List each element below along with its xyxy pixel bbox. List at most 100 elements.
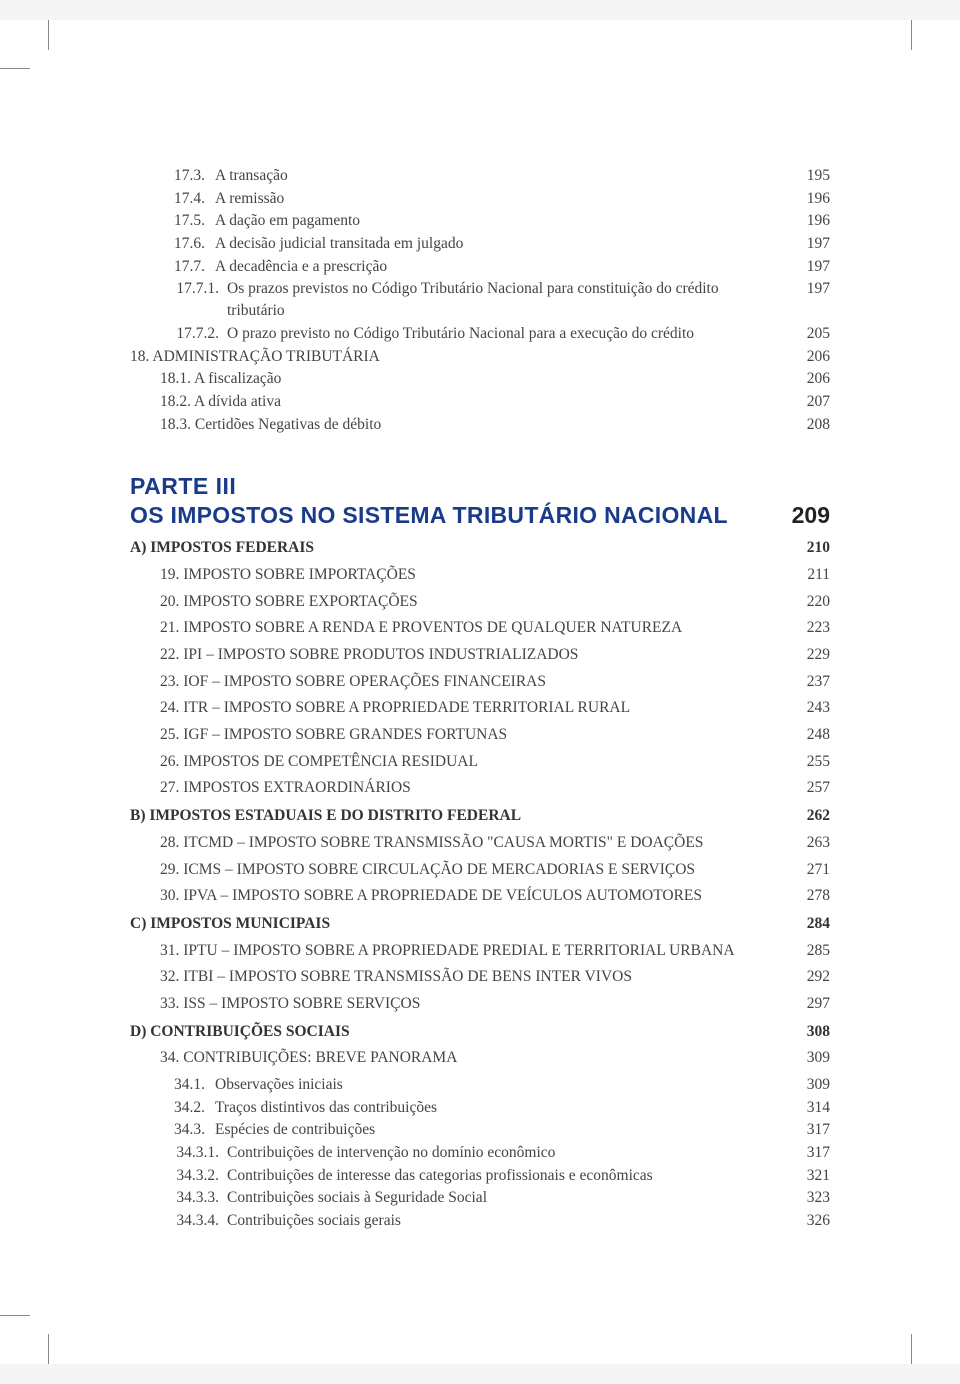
toc-entry-text: 23. IOF – IMPOSTO SOBRE OPERAÇÕES FINANC… — [130, 671, 790, 693]
toc-entry-text: 18.1. A fiscalização — [130, 368, 790, 390]
toc-entry-text: 34. CONTRIBUIÇÕES: BREVE PANORAMA — [130, 1047, 790, 1069]
toc-row: 18.1. A fiscalização206 — [130, 368, 830, 390]
toc-entry-page: 309 — [790, 1047, 830, 1069]
toc-section-heading-page: 284 — [790, 913, 830, 935]
toc-entry-number: 34.3.1. — [130, 1142, 227, 1164]
toc-row: 34.3.4.Contribuições sociais gerais326 — [130, 1210, 830, 1232]
toc-section-heading-text: D) CONTRIBUIÇÕES SOCIAIS — [130, 1021, 790, 1043]
toc-row: 17.7.A decadência e a prescrição197 — [130, 256, 830, 278]
toc-row: 21. IMPOSTO SOBRE A RENDA E PROVENTOS DE… — [130, 617, 830, 639]
toc-row: 24. ITR – IMPOSTO SOBRE A PROPRIEDADE TE… — [130, 697, 830, 719]
toc-entry-number: 34.3. — [130, 1119, 215, 1141]
toc-row: 34. CONTRIBUIÇÕES: BREVE PANORAMA309 — [130, 1047, 830, 1069]
part-heading-block: PARTE III OS IMPOSTOS NO SISTEMA TRIBUTÁ… — [130, 473, 830, 529]
toc-entry-page: 292 — [790, 966, 830, 988]
toc-top-group: 17.3.A transação19517.4.A remissão19617.… — [130, 165, 830, 435]
toc-row: 32. ITBI – IMPOSTO SOBRE TRANSMISSÃO DE … — [130, 966, 830, 988]
toc-entry-text: Os prazos previstos no Código Tributário… — [227, 278, 790, 321]
toc-entry-number: 17.5. — [130, 210, 215, 232]
toc-row: 17.3.A transação195 — [130, 165, 830, 187]
toc-section-heading-text: A) IMPOSTOS FEDERAIS — [130, 537, 790, 559]
document-page: 17.3.A transação19517.4.A remissão19617.… — [0, 20, 960, 1364]
toc-row: 22. IPI – IMPOSTO SOBRE PRODUTOS INDUSTR… — [130, 644, 830, 666]
toc-entry-text: Contribuições sociais gerais — [227, 1210, 790, 1232]
toc-row: 19. IMPOSTO SOBRE IMPORTAÇÕES211 — [130, 564, 830, 586]
toc-entry-number: 17.7.1. — [130, 278, 227, 300]
crop-mark — [0, 68, 30, 69]
toc-entry-page: 237 — [790, 671, 830, 693]
toc-entry-text: 21. IMPOSTO SOBRE A RENDA E PROVENTOS DE… — [130, 617, 790, 639]
toc-row: 34.3.Espécies de contribuições317 — [130, 1119, 830, 1141]
toc-row: 17.6.A decisão judicial transitada em ju… — [130, 233, 830, 255]
toc-row: 17.4.A remissão196 — [130, 188, 830, 210]
toc-entry-text: O prazo previsto no Código Tributário Na… — [227, 323, 790, 345]
crop-mark — [48, 20, 49, 50]
part-title-row: OS IMPOSTOS NO SISTEMA TRIBUTÁRIO NACION… — [130, 502, 830, 529]
toc-entry-page: 197 — [790, 278, 830, 300]
toc-entry-text: A dação em pagamento — [215, 210, 790, 232]
toc-entry-page: 229 — [790, 644, 830, 666]
toc-row: 18. ADMINISTRAÇÃO TRIBUTÁRIA206 — [130, 346, 830, 368]
toc-entry-page: 314 — [790, 1097, 830, 1119]
toc-row: 33. ISS – IMPOSTO SOBRE SERVIÇOS297 — [130, 993, 830, 1015]
part-page: 209 — [792, 502, 830, 529]
toc-entry-text: 29. ICMS – IMPOSTO SOBRE CIRCULAÇÃO DE M… — [130, 859, 790, 881]
toc-entry-text: 25. IGF – IMPOSTO SOBRE GRANDES FORTUNAS — [130, 724, 790, 746]
toc-entry-page: 263 — [790, 832, 830, 854]
toc-entry-page: 317 — [790, 1119, 830, 1141]
toc-entry-text: 28. ITCMD – IMPOSTO SOBRE TRANSMISSÃO "C… — [130, 832, 790, 854]
toc-entry-page: 206 — [790, 346, 830, 368]
toc-entry-number: 34.3.3. — [130, 1187, 227, 1209]
toc-entry-page: 207 — [790, 391, 830, 413]
toc-row: 25. IGF – IMPOSTO SOBRE GRANDES FORTUNAS… — [130, 724, 830, 746]
toc-entry-text: 18.3. Certidões Negativas de débito — [130, 414, 790, 436]
toc-row: 17.5.A dação em pagamento196 — [130, 210, 830, 232]
toc-section-heading-text: C) IMPOSTOS MUNICIPAIS — [130, 913, 790, 935]
toc-entry-text: 30. IPVA – IMPOSTO SOBRE A PROPRIEDADE D… — [130, 885, 790, 907]
toc-row: 18.3. Certidões Negativas de débito208 — [130, 414, 830, 436]
toc-entry-page: 243 — [790, 697, 830, 719]
toc-entry-page: 326 — [790, 1210, 830, 1232]
part-label: PARTE III — [130, 473, 830, 500]
toc-section-heading-page: 262 — [790, 805, 830, 827]
toc-entry-page: 309 — [790, 1074, 830, 1096]
toc-entry-page: 220 — [790, 591, 830, 613]
toc-entry-page: 248 — [790, 724, 830, 746]
toc-entry-number: 34.3.2. — [130, 1165, 227, 1187]
toc-section-heading: D) CONTRIBUIÇÕES SOCIAIS308 — [130, 1021, 830, 1043]
toc-entry-page: 317 — [790, 1142, 830, 1164]
toc-row: 34.2.Traços distintivos das contribuiçõe… — [130, 1097, 830, 1119]
toc-entry-number: 34.3.4. — [130, 1210, 227, 1232]
toc-entry-text: Contribuições de intervenção no domínio … — [227, 1142, 790, 1164]
toc-entry-text: A decisão judicial transitada em julgado — [215, 233, 790, 255]
toc-entry-number: 17.6. — [130, 233, 215, 255]
toc-entry-page: 196 — [790, 210, 830, 232]
toc-entry-text: Traços distintivos das contribuições — [215, 1097, 790, 1119]
toc-entry-number: 17.7. — [130, 256, 215, 278]
toc-entry-text: A decadência e a prescrição — [215, 256, 790, 278]
toc-row: 17.7.1.Os prazos previstos no Código Tri… — [130, 278, 830, 321]
toc-entry-text: 22. IPI – IMPOSTO SOBRE PRODUTOS INDUSTR… — [130, 644, 790, 666]
toc-entry-page: 321 — [790, 1165, 830, 1187]
toc-entry-page: 278 — [790, 885, 830, 907]
crop-mark — [0, 1315, 30, 1316]
toc-row: 34.3.1.Contribuições de intervenção no d… — [130, 1142, 830, 1164]
toc-row: 34.1.Observações iniciais309 — [130, 1074, 830, 1096]
toc-entry-number: 17.4. — [130, 188, 215, 210]
toc-body-group: A) IMPOSTOS FEDERAIS21019. IMPOSTO SOBRE… — [130, 537, 830, 1232]
toc-entry-text: A remissão — [215, 188, 790, 210]
toc-entry-text: Contribuições de interesse das categoria… — [227, 1165, 790, 1187]
toc-entry-page: 208 — [790, 414, 830, 436]
toc-row: 26. IMPOSTOS DE COMPETÊNCIA RESIDUAL255 — [130, 751, 830, 773]
toc-entry-number: 17.7.2. — [130, 323, 227, 345]
toc-entry-text: 19. IMPOSTO SOBRE IMPORTAÇÕES — [130, 564, 790, 586]
toc-entry-page: 197 — [790, 233, 830, 255]
toc-section-heading: A) IMPOSTOS FEDERAIS210 — [130, 537, 830, 559]
toc-entry-text: 18. ADMINISTRAÇÃO TRIBUTÁRIA — [130, 346, 790, 368]
toc-section-heading-page: 210 — [790, 537, 830, 559]
toc-row: 30. IPVA – IMPOSTO SOBRE A PROPRIEDADE D… — [130, 885, 830, 907]
toc-entry-text: 32. ITBI – IMPOSTO SOBRE TRANSMISSÃO DE … — [130, 966, 790, 988]
crop-mark — [911, 20, 912, 50]
toc-row: 27. IMPOSTOS EXTRAORDINÁRIOS257 — [130, 777, 830, 799]
toc-row: 29. ICMS – IMPOSTO SOBRE CIRCULAÇÃO DE M… — [130, 859, 830, 881]
